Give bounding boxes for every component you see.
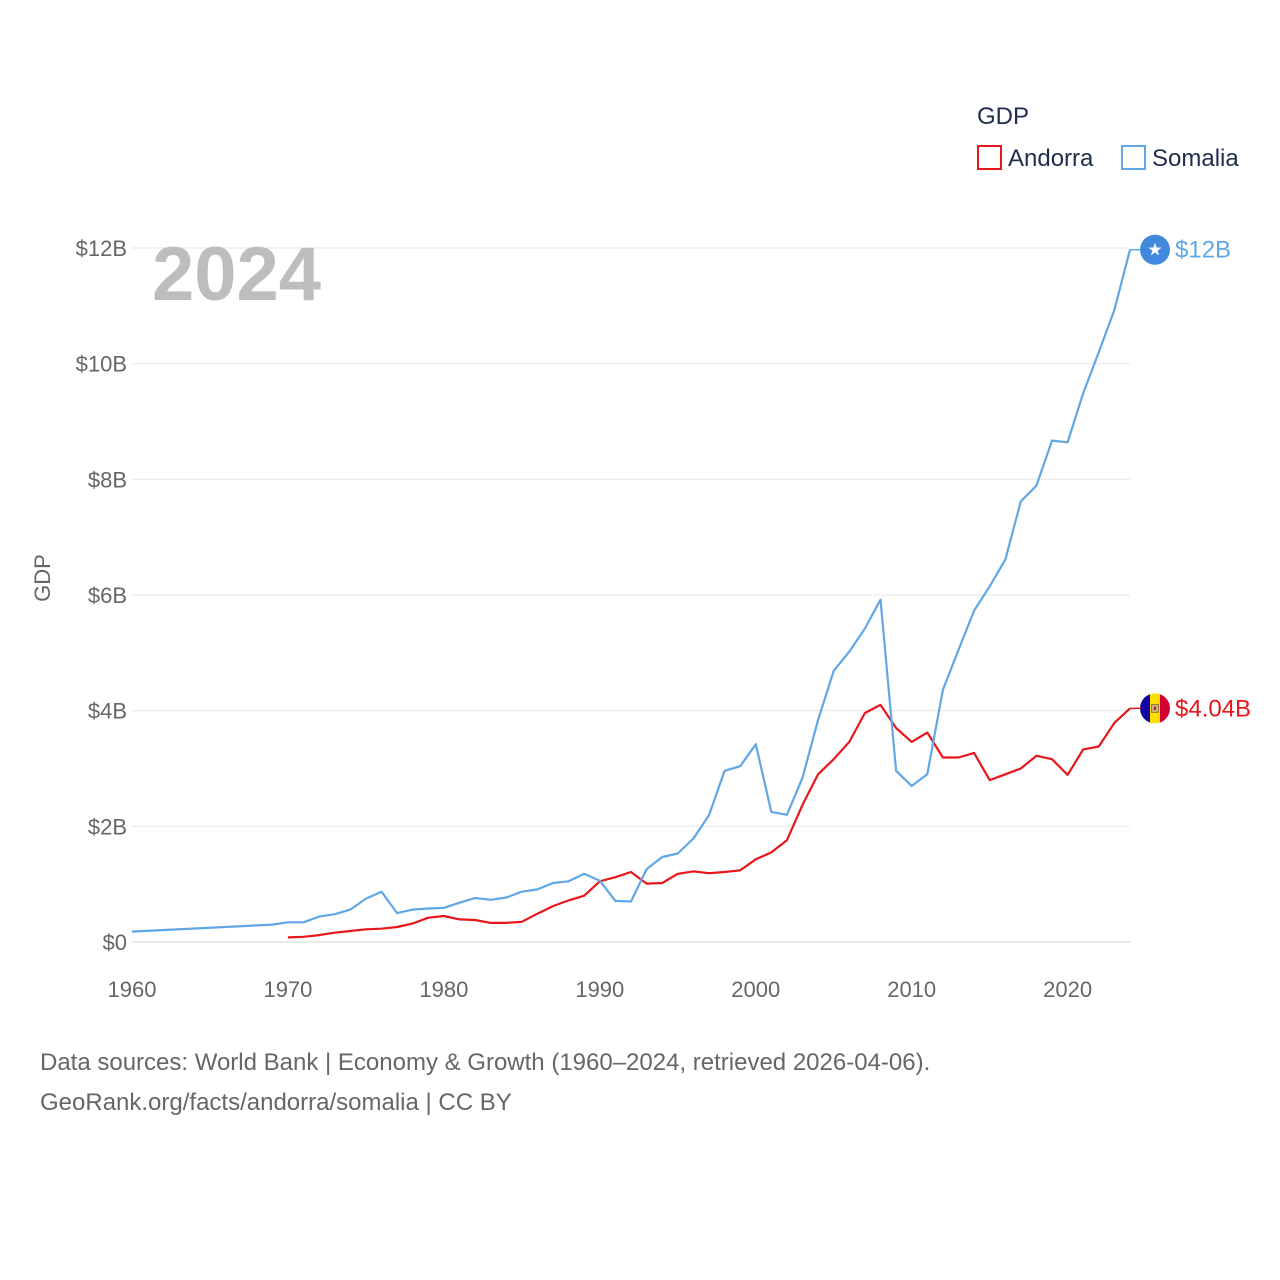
legend: GDP Andorra Somalia [977, 103, 1239, 172]
x-axis-ticks: 1960 1970 1980 1990 2000 2010 2020 [108, 977, 1093, 1002]
end-label-somalia: $12B [1175, 237, 1231, 264]
legend-label-somalia: Somalia [1152, 145, 1239, 172]
source-line-2[interactable]: GeoRank.org/facts/andorra/somalia | CC B… [40, 1089, 512, 1116]
legend-item-andorra[interactable]: Andorra [977, 145, 1094, 172]
x-tick-label: 1990 [575, 977, 624, 1002]
legend-title: GDP [977, 103, 1029, 130]
source-line-1: Data sources: World Bank | Economy & Gro… [40, 1049, 931, 1076]
x-tick-label: 1970 [263, 977, 312, 1002]
legend-swatch-somalia [1121, 145, 1146, 170]
y-axis-label: GDP [30, 554, 55, 602]
x-tick-label: 2020 [1043, 977, 1092, 1002]
y-tick-label: $12B [76, 236, 127, 261]
end-label-andorra: $4.04B [1175, 695, 1251, 722]
legend-item-somalia[interactable]: Somalia [1121, 145, 1239, 172]
source-note: Data sources: World Bank | Economy & Gro… [40, 1043, 930, 1123]
series-line-somalia[interactable] [131, 249, 1132, 933]
year-watermark: 2024 [152, 232, 321, 317]
x-tick-label: 1980 [419, 977, 468, 1002]
y-tick-label: $8B [88, 467, 127, 492]
series-lines [131, 249, 1132, 939]
y-tick-label: $0 [103, 930, 127, 955]
grid-lines [132, 247, 1130, 943]
series-end-markers: $4.04B $12B [1130, 234, 1251, 724]
x-tick-label: 2010 [887, 977, 936, 1002]
gdp-line-chart: $0 $2B $4B $6B $8B $10B $12B 1960 1970 1980 1990 2… [30, 103, 1251, 1002]
somalia-flag-icon [1140, 234, 1170, 265]
y-tick-label: $2B [88, 814, 127, 839]
x-tick-label: 2000 [731, 977, 780, 1002]
andorra-flag-icon [1140, 693, 1170, 724]
y-tick-label: $6B [88, 583, 127, 608]
y-axis-ticks: $0 $2B $4B $6B $8B $10B $12B [76, 236, 127, 955]
x-tick-label: 1960 [108, 977, 157, 1002]
series-line-andorra[interactable] [287, 703, 1131, 939]
legend-label-andorra: Andorra [1008, 145, 1094, 172]
y-tick-label: $10B [76, 352, 127, 377]
legend-swatch-andorra [977, 145, 1002, 170]
y-tick-label: $4B [88, 699, 127, 724]
